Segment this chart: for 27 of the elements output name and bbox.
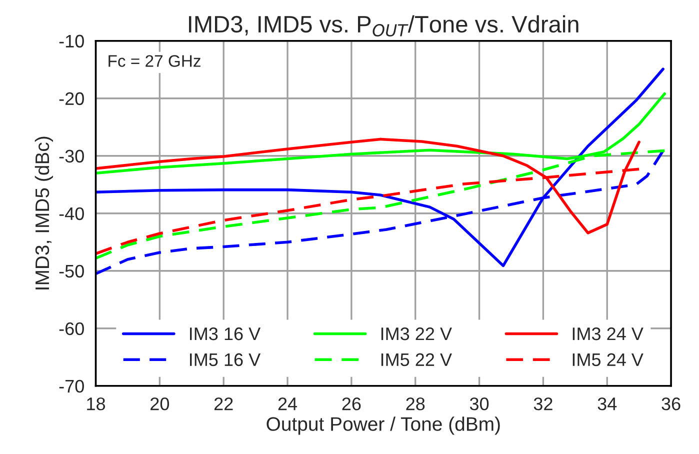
y-tick-label: -10 xyxy=(59,34,84,48)
y-tick-label: -60 xyxy=(59,322,84,336)
legend-label: IM5 16 V xyxy=(190,353,261,366)
y-tick-label: -40 xyxy=(59,207,84,220)
x-tick-label: 26 xyxy=(342,397,361,410)
y-tick-label: -50 xyxy=(59,264,84,278)
x-tick-label: 18 xyxy=(87,397,106,410)
legend-label: IM3 22 V xyxy=(381,327,452,340)
y-tick-label: -70 xyxy=(59,380,84,393)
x-tick-label: 36 xyxy=(662,397,680,410)
legend-label: IM5 22 V xyxy=(381,353,452,366)
y-axis-title: IMD3, IMD5 (dBc) xyxy=(34,136,53,290)
x-tick-label: 28 xyxy=(406,397,425,410)
chart-title: IMD3, IMD5 vs. P$_{OUT}$/Tone vs. Vdrain xyxy=(189,15,578,37)
x-tick-label: 30 xyxy=(470,397,489,410)
y-tick-label: -30 xyxy=(59,150,84,163)
y-tick-label: -20 xyxy=(59,92,84,106)
x-tick-label: 32 xyxy=(534,397,552,410)
annotation: Fc = 27 GHz xyxy=(108,55,200,67)
x-tick-label: 24 xyxy=(278,397,298,410)
x-tick-label: 22 xyxy=(214,397,233,410)
x-tick-label: 34 xyxy=(598,397,617,410)
legend-label: IM3 16 V xyxy=(190,327,261,340)
x-axis-title: Output Power / Tone (dBm) xyxy=(266,416,500,435)
x-tick-label: 20 xyxy=(150,397,170,410)
legend-label: IM3 24 V xyxy=(572,327,644,340)
legend-label: IM5 24 V xyxy=(572,353,644,366)
